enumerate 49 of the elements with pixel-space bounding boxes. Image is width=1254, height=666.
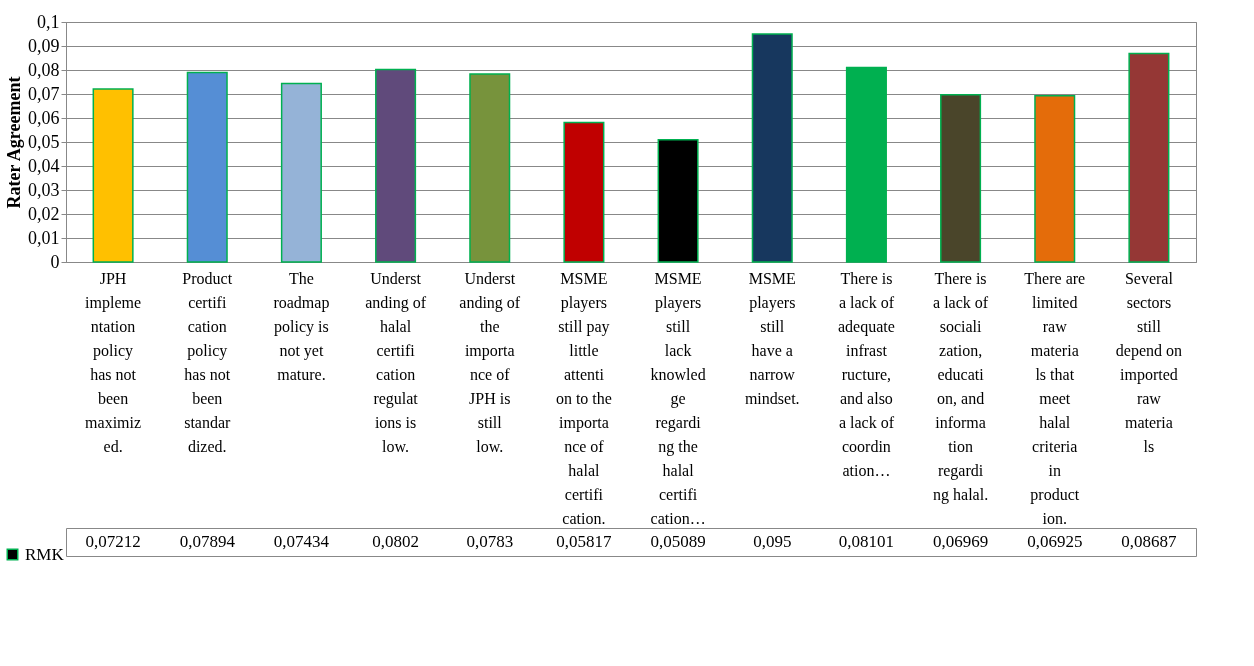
data-label: 0,06925 <box>1027 532 1083 551</box>
data-label: 0,08687 <box>1121 532 1178 551</box>
data-label: 0,0783 <box>466 532 514 551</box>
data-label: 0,08101 <box>838 532 895 551</box>
bar <box>940 93 982 263</box>
y-tick-label: 0,09 <box>28 35 60 56</box>
y-tick-label: 0,08 <box>28 59 60 80</box>
x-tick-label: JPH implementation policy has not been maximized. <box>85 269 142 455</box>
data-label: 0,07212 <box>85 532 141 551</box>
x-tick-label: Several sectors still depend on imported raw materials <box>1115 269 1183 455</box>
category-label: There are limited raw materials that meet halal criteria in production. <box>1024 269 1086 527</box>
bar <box>1034 95 1076 263</box>
data-label: 0,07434 <box>273 532 330 551</box>
bar <box>1128 52 1170 263</box>
x-tick-label: Understanding of the importance of JPH is still low. <box>459 269 521 455</box>
x-tick-label: MSME players still have a narrow mindset. <box>744 269 800 407</box>
data-label: 0,05817 <box>556 532 613 551</box>
category-label: There is a lack of socialization, education, and information regarding halal. <box>933 269 989 503</box>
data-label: 0,0802 <box>372 532 419 551</box>
x-tick-label: Understanding of halal certification regulations is low. <box>365 269 427 455</box>
bar <box>280 82 322 263</box>
category-label: There is a lack of adequate infrastructure, and also a lack of coordination… <box>837 269 895 479</box>
y-tick-label: 0 <box>50 251 60 272</box>
bar <box>563 121 605 263</box>
bar <box>92 88 134 263</box>
bar <box>657 139 699 263</box>
bar <box>375 68 417 263</box>
bar <box>186 71 228 263</box>
data-label: 0,05089 <box>650 532 706 551</box>
y-tick-label: 0,04 <box>28 155 60 176</box>
y-tick-label: 0,01 <box>28 227 60 248</box>
y-axis-title: Rater Agreement <box>4 76 24 209</box>
x-tick-label: The roadmap policy is not yet mature. <box>273 269 330 383</box>
y-tick-label: 0,06 <box>28 107 60 128</box>
data-label: 0,095 <box>753 532 792 551</box>
y-tick-label: 0,1 <box>37 11 60 32</box>
category-label: MSME players still pay little attention to the importance of halal certification. <box>555 269 612 527</box>
data-label: 0,07894 <box>179 532 236 551</box>
data-label: 0,06969 <box>932 532 989 551</box>
y-tick-label: 0,05 <box>28 131 60 152</box>
bar <box>751 33 793 263</box>
bar <box>845 66 887 263</box>
x-tick-label: Product certification policy has not been standardized. <box>182 269 233 455</box>
y-tick-label: 0,07 <box>28 83 60 104</box>
category-label: MSME players still lack knowledge regarding the halal certification… <box>650 269 706 527</box>
legend-label: RMK <box>25 544 65 564</box>
y-tick-label: 0,03 <box>28 179 60 200</box>
y-tick-label: 0,02 <box>28 203 60 224</box>
bar <box>469 73 511 263</box>
